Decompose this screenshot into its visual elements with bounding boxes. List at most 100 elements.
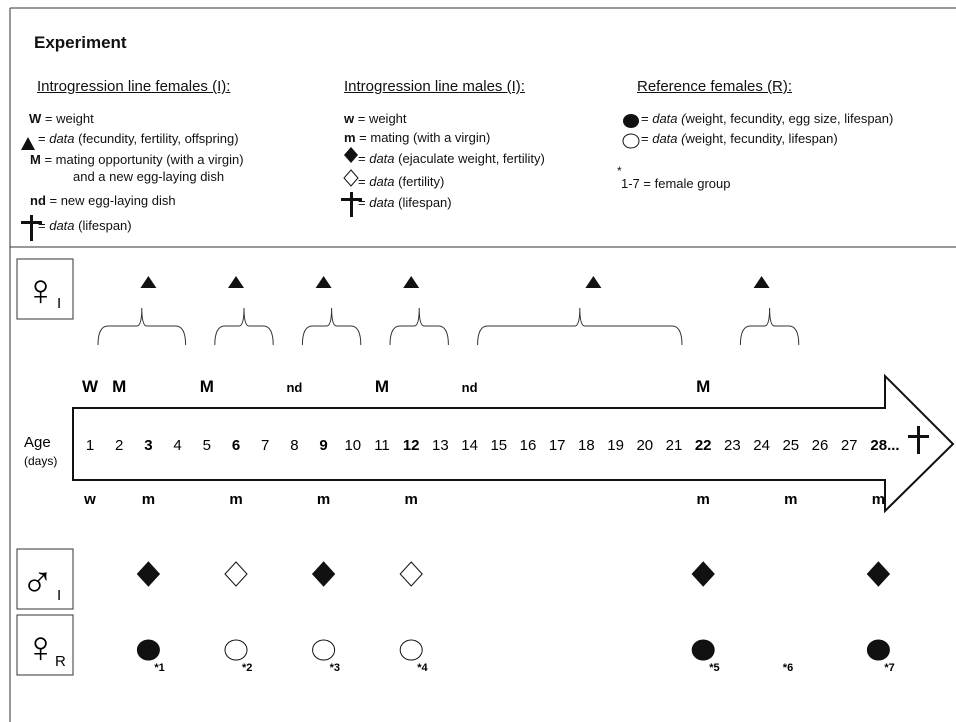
legend-item: nd = new egg-laying dish [30,193,176,208]
filled-diamond-icon [344,147,358,163]
day-label: 23 [724,437,741,454]
mating-opportunity-marker: M [112,377,126,396]
day-label: 24 [753,437,770,454]
male-mating-marker: m [229,491,242,508]
lifespan-cross-icon [908,426,929,454]
male-mating-marker: m [697,491,710,508]
period-bracket [739,307,800,346]
ejaculate-data-diamond [691,561,715,587]
legend-item: = data (weight, fecundity, lifespan) [641,131,838,146]
triangle-icon [21,137,35,150]
mating-opportunity-marker: M [696,377,710,396]
female-group-label: *3 [330,662,340,674]
ejaculate-data-diamond [866,561,891,587]
female-group-label: *4 [417,662,428,674]
female-symbol: ♀ [24,623,57,672]
filled-circle-icon [623,114,639,128]
reference-partial-data-circle [224,639,248,661]
fecundity-data-triangle [315,276,332,288]
day-label: 21 [666,437,683,454]
legend-item: = data (fertility) [358,174,445,189]
fertility-data-diamond [399,561,423,587]
fecundity-data-triangle [403,276,420,288]
day-label: 7 [261,437,269,454]
day-label: 13 [432,437,449,454]
female-r-subscript: R [55,653,66,670]
day-label: 16 [520,437,537,454]
day-label: 20 [636,437,653,454]
day-label: 27 [841,437,858,454]
day-label: 5 [203,437,211,454]
period-bracket [214,307,274,346]
fertility-data-diamond [224,561,248,587]
group-legend: 1-7 = female group [621,176,731,191]
period-bracket [97,307,187,346]
reference-full-data-circle [691,639,715,661]
day-label: 10 [344,437,361,454]
male-mating-marker: m [405,491,418,508]
new-dish-marker: nd [462,380,478,395]
reference-full-data-circle [136,639,160,661]
day-label: 4 [173,437,181,454]
day-label: 8 [290,437,298,454]
legend-item: m = mating (with a virgin) [344,130,491,145]
period-bracket [477,307,683,346]
day-label: 3 [144,437,152,454]
day-label: 6 [232,437,240,454]
female-group-label: *1 [154,662,164,674]
males-i-heading: Introgression line males (I): [344,78,525,95]
legend-item: = data (weight, fecundity, egg size, lif… [641,111,894,126]
female-i-box [16,258,74,320]
day-label: 1 [86,437,94,454]
male-i-box [16,548,74,610]
female-i-subscript: I [57,295,61,312]
female-group-label: *5 [709,662,719,674]
legend-item: w = weight [344,111,407,126]
day-label: 15 [490,437,507,454]
legend-item: = data (lifespan) [358,195,452,210]
fecundity-data-triangle [228,276,244,288]
period-bracket [301,307,362,346]
female-group-label: *2 [242,662,252,674]
legend-item: = data (fecundity, fertility, offspring) [38,131,239,146]
reference-partial-data-circle [399,639,423,661]
male-weight-marker: w [83,491,96,508]
fecundity-data-triangle [753,276,770,288]
female-symbol: ♀ [24,266,57,315]
female-r-box [16,614,74,676]
day-label: 25 [782,437,799,454]
fecundity-data-triangle [585,276,602,288]
male-mating-marker: m [872,491,885,508]
day-label: 22 [695,437,712,454]
reference-full-data-circle [866,639,890,661]
legend-item: M = mating opportunity (with a virgin) [30,152,244,167]
open-diamond-icon [343,169,359,187]
cross-icon [341,192,362,217]
fecundity-data-triangle [140,276,157,288]
male-mating-marker: m [142,491,155,508]
age-label: Age [24,434,51,451]
day-label: 17 [549,437,566,454]
new-dish-marker: nd [286,380,302,395]
female-group-label: *7 [884,662,894,674]
ejaculate-data-diamond [136,561,161,587]
male-symbol: ♂ [21,558,54,607]
legend-item: W = weight [29,111,94,126]
day-label: 28... [870,437,899,454]
day-label: 14 [461,437,478,454]
age-unit: (days) [24,454,57,468]
group-star: * [617,164,622,178]
reference-partial-data-circle [312,639,336,661]
females-i-heading: Introgression line females (I): [37,78,231,95]
male-i-subscript: I [57,587,61,604]
day-label: 9 [319,437,327,454]
mating-opportunity-marker: M [200,377,214,396]
legend-item: and a new egg-laying dish [73,169,225,184]
male-mating-marker: m [784,491,797,508]
male-mating-marker: m [317,491,330,508]
female-group-label: *6 [783,662,793,674]
timeline-marks: 1 2 3 4 5 6 7 8 9 10 11 12 13 14 15 16 17 18 19 20 21 22 23 24 2… [82,276,900,674]
open-circle-icon [622,133,640,149]
day-label: 26 [812,437,829,454]
